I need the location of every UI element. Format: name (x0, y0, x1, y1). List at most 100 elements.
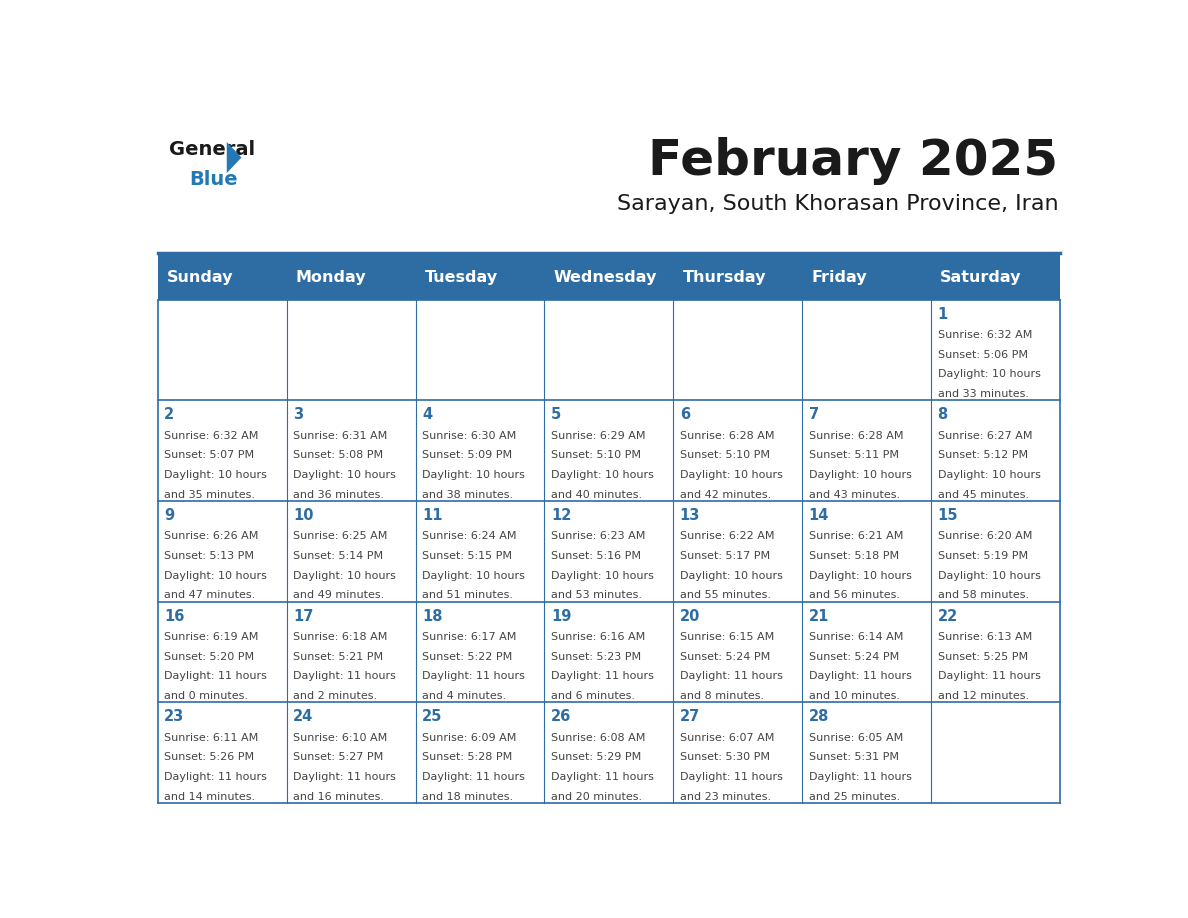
Text: 8: 8 (937, 408, 948, 422)
Text: Sunset: 5:15 PM: Sunset: 5:15 PM (422, 551, 512, 561)
Text: Daylight: 10 hours: Daylight: 10 hours (937, 369, 1041, 379)
Text: Sunrise: 6:11 AM: Sunrise: 6:11 AM (164, 733, 259, 743)
Text: and 23 minutes.: and 23 minutes. (680, 791, 771, 801)
Text: Sunset: 5:13 PM: Sunset: 5:13 PM (164, 551, 254, 561)
Text: and 42 minutes.: and 42 minutes. (680, 489, 771, 499)
Text: and 45 minutes.: and 45 minutes. (937, 489, 1029, 499)
Text: and 8 minutes.: and 8 minutes. (680, 691, 764, 700)
Text: Sunrise: 6:30 AM: Sunrise: 6:30 AM (422, 431, 517, 441)
Text: Sunset: 5:17 PM: Sunset: 5:17 PM (680, 551, 770, 561)
Text: Sunrise: 6:19 AM: Sunrise: 6:19 AM (164, 632, 259, 642)
Text: Daylight: 11 hours: Daylight: 11 hours (164, 772, 267, 782)
Text: Sunrise: 6:32 AM: Sunrise: 6:32 AM (937, 330, 1032, 340)
Text: and 25 minutes.: and 25 minutes. (809, 791, 899, 801)
Text: Tuesday: Tuesday (425, 270, 498, 285)
Text: Sunset: 5:29 PM: Sunset: 5:29 PM (551, 752, 642, 762)
Polygon shape (227, 142, 241, 174)
Text: 26: 26 (551, 710, 571, 724)
Text: Sunset: 5:10 PM: Sunset: 5:10 PM (680, 450, 770, 460)
Text: Daylight: 10 hours: Daylight: 10 hours (293, 571, 396, 580)
Text: 7: 7 (809, 408, 819, 422)
Text: and 4 minutes.: and 4 minutes. (422, 691, 506, 700)
Text: Daylight: 11 hours: Daylight: 11 hours (164, 671, 267, 681)
Text: Daylight: 11 hours: Daylight: 11 hours (680, 772, 783, 782)
Text: Sunrise: 6:08 AM: Sunrise: 6:08 AM (551, 733, 645, 743)
Text: Sunrise: 6:28 AM: Sunrise: 6:28 AM (809, 431, 903, 441)
Text: Wednesday: Wednesday (554, 270, 657, 285)
Text: 21: 21 (809, 609, 829, 623)
Text: and 2 minutes.: and 2 minutes. (293, 691, 377, 700)
Text: Sunrise: 6:25 AM: Sunrise: 6:25 AM (293, 532, 387, 542)
Text: Sunset: 5:27 PM: Sunset: 5:27 PM (293, 752, 384, 762)
Text: Sunset: 5:24 PM: Sunset: 5:24 PM (809, 652, 899, 662)
Text: and 16 minutes.: and 16 minutes. (293, 791, 384, 801)
Text: and 18 minutes.: and 18 minutes. (422, 791, 513, 801)
Text: and 20 minutes.: and 20 minutes. (551, 791, 642, 801)
Text: Sunrise: 6:15 AM: Sunrise: 6:15 AM (680, 632, 775, 642)
Text: Sunrise: 6:27 AM: Sunrise: 6:27 AM (937, 431, 1032, 441)
Text: Daylight: 10 hours: Daylight: 10 hours (551, 571, 653, 580)
Text: Sunrise: 6:29 AM: Sunrise: 6:29 AM (551, 431, 645, 441)
Text: Sunset: 5:20 PM: Sunset: 5:20 PM (164, 652, 254, 662)
Text: Sunset: 5:21 PM: Sunset: 5:21 PM (293, 652, 384, 662)
Text: Sunrise: 6:32 AM: Sunrise: 6:32 AM (164, 431, 259, 441)
Text: Sunrise: 6:14 AM: Sunrise: 6:14 AM (809, 632, 903, 642)
Text: 6: 6 (680, 408, 690, 422)
Text: Daylight: 10 hours: Daylight: 10 hours (293, 470, 396, 480)
Text: Sunrise: 6:10 AM: Sunrise: 6:10 AM (293, 733, 387, 743)
Bar (158, 299, 1060, 803)
Text: Daylight: 10 hours: Daylight: 10 hours (164, 470, 267, 480)
Text: Daylight: 10 hours: Daylight: 10 hours (680, 470, 783, 480)
Text: Daylight: 11 hours: Daylight: 11 hours (293, 671, 396, 681)
Text: Sunset: 5:07 PM: Sunset: 5:07 PM (164, 450, 254, 460)
Text: Daylight: 10 hours: Daylight: 10 hours (680, 571, 783, 580)
Text: 5: 5 (551, 408, 561, 422)
Text: Sunset: 5:10 PM: Sunset: 5:10 PM (551, 450, 640, 460)
Text: Daylight: 11 hours: Daylight: 11 hours (809, 772, 911, 782)
Text: Thursday: Thursday (682, 270, 766, 285)
Text: and 10 minutes.: and 10 minutes. (809, 691, 899, 700)
Text: Sunrise: 6:07 AM: Sunrise: 6:07 AM (680, 733, 775, 743)
Text: Sunrise: 6:20 AM: Sunrise: 6:20 AM (937, 532, 1032, 542)
Text: Daylight: 11 hours: Daylight: 11 hours (422, 671, 525, 681)
Text: Sunset: 5:11 PM: Sunset: 5:11 PM (809, 450, 898, 460)
Text: Sunset: 5:22 PM: Sunset: 5:22 PM (422, 652, 512, 662)
Text: Sunset: 5:25 PM: Sunset: 5:25 PM (937, 652, 1028, 662)
Text: and 0 minutes.: and 0 minutes. (164, 691, 248, 700)
Text: Friday: Friday (811, 270, 867, 285)
Text: Sunrise: 6:17 AM: Sunrise: 6:17 AM (422, 632, 517, 642)
Text: Daylight: 10 hours: Daylight: 10 hours (937, 571, 1041, 580)
Text: Sunrise: 6:31 AM: Sunrise: 6:31 AM (293, 431, 387, 441)
Text: and 55 minutes.: and 55 minutes. (680, 590, 771, 600)
Text: Sunset: 5:08 PM: Sunset: 5:08 PM (293, 450, 384, 460)
Text: Sunday: Sunday (166, 270, 233, 285)
Text: and 36 minutes.: and 36 minutes. (293, 489, 384, 499)
Text: 16: 16 (164, 609, 184, 623)
Text: 17: 17 (293, 609, 314, 623)
Text: Sunset: 5:12 PM: Sunset: 5:12 PM (937, 450, 1028, 460)
Text: Daylight: 10 hours: Daylight: 10 hours (422, 470, 525, 480)
Text: Blue: Blue (189, 170, 238, 189)
Text: 18: 18 (422, 609, 442, 623)
Text: Sunrise: 6:21 AM: Sunrise: 6:21 AM (809, 532, 903, 542)
Text: Saturday: Saturday (940, 270, 1022, 285)
Text: Sunset: 5:09 PM: Sunset: 5:09 PM (422, 450, 512, 460)
Text: Daylight: 10 hours: Daylight: 10 hours (551, 470, 653, 480)
Text: Sarayan, South Khorasan Province, Iran: Sarayan, South Khorasan Province, Iran (617, 194, 1059, 214)
Text: Sunset: 5:19 PM: Sunset: 5:19 PM (937, 551, 1028, 561)
Text: 19: 19 (551, 609, 571, 623)
Text: Daylight: 11 hours: Daylight: 11 hours (937, 671, 1041, 681)
Text: and 38 minutes.: and 38 minutes. (422, 489, 513, 499)
Text: Sunrise: 6:09 AM: Sunrise: 6:09 AM (422, 733, 517, 743)
Text: and 49 minutes.: and 49 minutes. (293, 590, 384, 600)
Text: General: General (169, 140, 255, 159)
Text: Sunset: 5:26 PM: Sunset: 5:26 PM (164, 752, 254, 762)
Text: and 33 minutes.: and 33 minutes. (937, 389, 1029, 399)
Text: and 58 minutes.: and 58 minutes. (937, 590, 1029, 600)
Text: 25: 25 (422, 710, 442, 724)
Text: and 35 minutes.: and 35 minutes. (164, 489, 255, 499)
Text: and 56 minutes.: and 56 minutes. (809, 590, 899, 600)
Text: 4: 4 (422, 408, 432, 422)
Text: Sunset: 5:23 PM: Sunset: 5:23 PM (551, 652, 642, 662)
Text: Sunset: 5:31 PM: Sunset: 5:31 PM (809, 752, 898, 762)
